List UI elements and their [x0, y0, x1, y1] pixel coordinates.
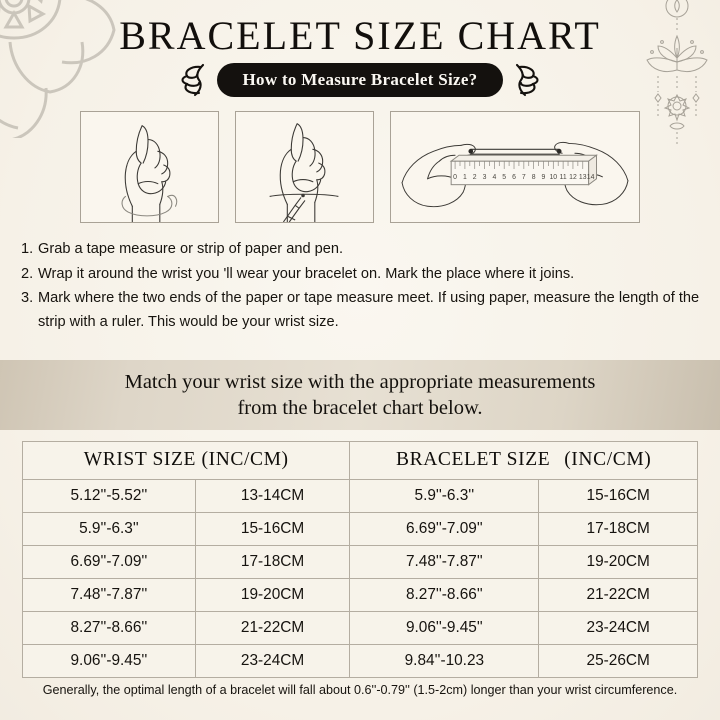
cell-wrist-cm: 19-20CM: [194, 578, 351, 612]
flourish-ornament-left-icon: [180, 64, 204, 97]
cell-bracelet-cm: 23-24CM: [538, 611, 698, 645]
cell-wrist-cm: 23-24CM: [194, 644, 351, 678]
cell-bracelet-cm: 17-18CM: [538, 512, 698, 546]
instruction-step: 3. Mark where the two ends of the paper …: [21, 287, 702, 334]
flourish-ornament-right-icon: [516, 64, 540, 97]
cell-wrist-inch: 6.69''-7.09'': [22, 545, 196, 579]
how-to-measure-badge: How to Measure Bracelet Size?: [216, 63, 504, 98]
cell-bracelet-inch: 6.69''-7.09'': [349, 512, 540, 546]
hand-with-tape-around-wrist-icon: [121, 125, 178, 222]
cell-wrist-inch: 7.48''-7.87'': [22, 578, 196, 612]
svg-text:10: 10: [549, 174, 557, 181]
svg-text:1: 1: [463, 174, 467, 181]
cell-wrist-cm: 13-14CM: [194, 479, 351, 513]
size-table: WRIST SIZE (INC/CM) BRACELET SIZE (INC/CM…: [21, 441, 698, 678]
page-title: BRACELET SIZE CHART: [119, 13, 601, 58]
cell-bracelet-inch: 9.06''-9.45'': [349, 611, 540, 645]
illustration-hand-with-tape-around-wrist: [80, 111, 219, 223]
illustration-hand-marking-tape-with-pen: [235, 111, 374, 223]
svg-text:2: 2: [473, 174, 477, 181]
header-wrist-size: WRIST SIZE (INC/CM): [21, 441, 351, 480]
cell-wrist-cm: 17-18CM: [194, 545, 351, 579]
instruction-step: 1. Grab a tape measure or strip of paper…: [21, 238, 702, 262]
header-bracelet-size-label: BRACELET SIZE: [395, 449, 551, 470]
table-row: 6.69''-7.09'' 17-18CM 7.48''-7.87'' 19-2…: [22, 545, 698, 579]
size-table-container: WRIST SIZE (INC/CM) BRACELET SIZE (INC/CM…: [21, 441, 698, 678]
table-row: 5.9''-6.3'' 15-16CM 6.69''-7.09'' 17-18C…: [22, 512, 698, 546]
cell-wrist-inch: 8.27''-8.66'': [22, 611, 196, 645]
header-bracelet-size: BRACELET SIZE (INC/CM): [349, 441, 698, 480]
svg-text:12: 12: [569, 174, 577, 181]
banner-line-1: Match your wrist size with the appropria…: [124, 370, 596, 393]
cell-wrist-cm: 21-22CM: [194, 611, 351, 645]
step-text: Mark where the two ends of the paper or …: [38, 290, 700, 330]
svg-text:13: 13: [579, 174, 587, 181]
instruction-list: 1. Grab a tape measure or strip of paper…: [21, 238, 702, 336]
svg-text:7: 7: [522, 174, 526, 181]
cell-bracelet-inch: 8.27''-8.66'': [349, 578, 540, 612]
svg-text:3: 3: [483, 174, 487, 181]
badge-row: How to Measure Bracelet Size?: [0, 63, 720, 98]
cell-wrist-cm: 15-16CM: [194, 512, 351, 546]
cell-wrist-inch: 5.9''-6.3'': [22, 512, 196, 546]
banner-line-2: from the bracelet chart below.: [237, 397, 483, 419]
cell-wrist-inch: 5.12''-5.52'': [22, 479, 196, 513]
table-row: 7.48''-7.87'' 19-20CM 8.27''-8.66'' 21-2…: [22, 578, 698, 612]
step-text: Wrap it around the wrist you 'll wear yo…: [38, 265, 575, 282]
svg-text:6: 6: [512, 174, 516, 181]
svg-text:11: 11: [560, 174, 567, 181]
header-bracelet-size-unit: (INC/CM): [564, 449, 652, 470]
hand-marking-tape-with-pen-icon: [269, 123, 339, 222]
table-row: 8.27''-8.66'' 21-22CM 9.06''-9.45'' 23-2…: [22, 611, 698, 645]
cell-bracelet-cm: 25-26CM: [538, 644, 698, 678]
cell-bracelet-inch: 9.84''-10.23: [349, 644, 540, 678]
svg-text:0: 0: [453, 174, 457, 181]
hands-measuring-strip-with-ruler-icon: 012 345 678 9 10 11 12 13 14: [401, 141, 629, 208]
svg-text:9: 9: [542, 174, 546, 181]
step-number: 1.: [21, 241, 34, 257]
svg-text:8: 8: [532, 174, 536, 181]
cell-bracelet-inch: 5.9''-6.3'': [349, 479, 540, 513]
svg-text:4: 4: [492, 174, 496, 181]
footer-note: Generally, the optimal length of a brace…: [42, 683, 678, 697]
match-size-banner: Match your wrist size with the appropria…: [0, 360, 720, 430]
table-row: 9.06''-9.45'' 23-24CM 9.84''-10.23 25-26…: [22, 644, 698, 678]
svg-text:14: 14: [587, 174, 595, 181]
table-header-row: WRIST SIZE (INC/CM) BRACELET SIZE (INC/CM…: [21, 441, 698, 480]
step-number: 3.: [21, 290, 34, 307]
cell-bracelet-inch: 7.48''-7.87'': [349, 545, 540, 579]
cell-bracelet-cm: 21-22CM: [538, 578, 698, 612]
step-text: Grab a tape measure or strip of paper an…: [38, 241, 344, 257]
instruction-step: 2. Wrap it around the wrist you 'll wear…: [21, 263, 702, 287]
cell-wrist-inch: 9.06''-9.45'': [22, 644, 196, 678]
step-number: 2.: [21, 265, 34, 282]
cell-bracelet-cm: 15-16CM: [538, 479, 698, 513]
svg-text:5: 5: [502, 174, 506, 181]
table-row: 5.12''-5.52'' 13-14CM 5.9''-6.3'' 15-16C…: [22, 479, 698, 513]
cell-bracelet-cm: 19-20CM: [538, 545, 698, 579]
